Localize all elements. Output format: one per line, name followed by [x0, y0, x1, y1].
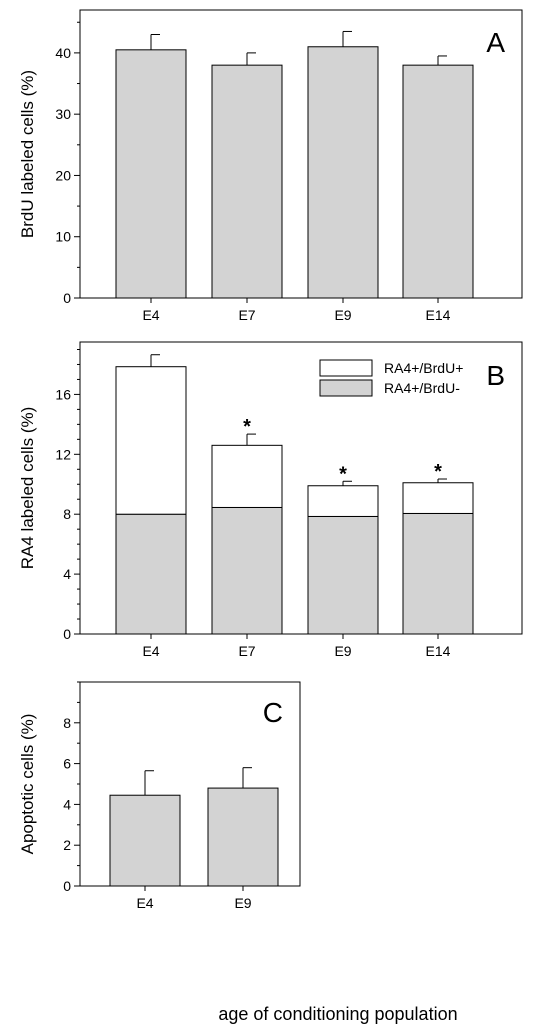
y-tick-label: 6: [63, 756, 71, 772]
bar-segment: [211, 444, 283, 508]
x-tick-label: E14: [426, 307, 451, 323]
x-tick-label: E9: [234, 895, 251, 911]
x-tick-label: E7: [238, 643, 255, 659]
y-tick-label: 0: [63, 626, 71, 642]
panel-letter: B: [486, 360, 505, 391]
plot-frame: [79, 341, 523, 635]
bar: [402, 64, 474, 299]
x-tick-label: E9: [334, 643, 351, 659]
bar: [207, 787, 279, 887]
x-tick-label: E9: [334, 307, 351, 323]
bar: [307, 46, 379, 299]
legend-label: RA4+/BrdU-: [384, 380, 460, 396]
bar-segment: [211, 506, 283, 635]
x-axis-label: age of conditioning population: [218, 1004, 457, 1024]
y-axis-label: Apoptotic cells (%): [18, 714, 37, 855]
y-tick-label: 4: [63, 566, 71, 582]
y-tick-label: 2: [63, 837, 71, 853]
legend-swatch: [319, 379, 373, 397]
chart-panel-a: E4 E7 E9 E14 0 10 20 30 40 BrdU labeled cells (%)…: [18, 9, 523, 323]
y-tick-label: 40: [55, 45, 71, 61]
y-tick-label: 30: [55, 106, 71, 122]
bar: [109, 794, 181, 887]
significance-marker: *: [434, 461, 442, 483]
bar-segment: [402, 482, 474, 514]
y-axis-label: BrdU labeled cells (%): [18, 70, 37, 238]
bar: [115, 49, 187, 299]
y-tick-label: 0: [63, 290, 71, 306]
y-tick-label: 12: [55, 446, 71, 462]
plot-frame: [79, 9, 523, 299]
chart-panel-c: E4 E9 0 2 4 6 8 Apoptotic cells (%) C: [18, 681, 301, 911]
legend-swatch: [319, 359, 373, 377]
x-tick-label: E4: [142, 643, 159, 659]
x-tick-label: E4: [142, 307, 159, 323]
significance-marker: *: [339, 463, 347, 485]
y-tick-label: 8: [63, 506, 71, 522]
bar-segment: [402, 512, 474, 635]
bar-segment: [307, 515, 379, 635]
panel-letter: A: [486, 27, 505, 58]
y-tick-label: 10: [55, 229, 71, 245]
significance-marker: *: [243, 416, 251, 438]
chart-panel-b: E4 * E7 * E9 * E14 0 4 8 12 16 RA4 labeled cells (%)…: [18, 341, 523, 659]
y-tick-label: 8: [63, 715, 71, 731]
panel-letter: C: [263, 697, 283, 728]
bar-segment: [115, 366, 187, 515]
x-tick-label: E14: [426, 643, 451, 659]
x-tick-label: E7: [238, 307, 255, 323]
y-tick-label: 4: [63, 796, 71, 812]
y-tick-label: 0: [63, 878, 71, 894]
x-tick-label: E4: [136, 895, 153, 911]
bar-segment: [307, 485, 379, 517]
y-tick-label: 20: [55, 167, 71, 183]
bar: [211, 64, 283, 299]
y-axis-label: RA4 labeled cells (%): [18, 407, 37, 570]
legend: RA4+/BrdU+ RA4+/BrdU-: [319, 359, 463, 397]
legend-label: RA4+/BrdU+: [384, 360, 463, 376]
bar-segment: [115, 513, 187, 635]
y-tick-label: 16: [55, 386, 71, 402]
